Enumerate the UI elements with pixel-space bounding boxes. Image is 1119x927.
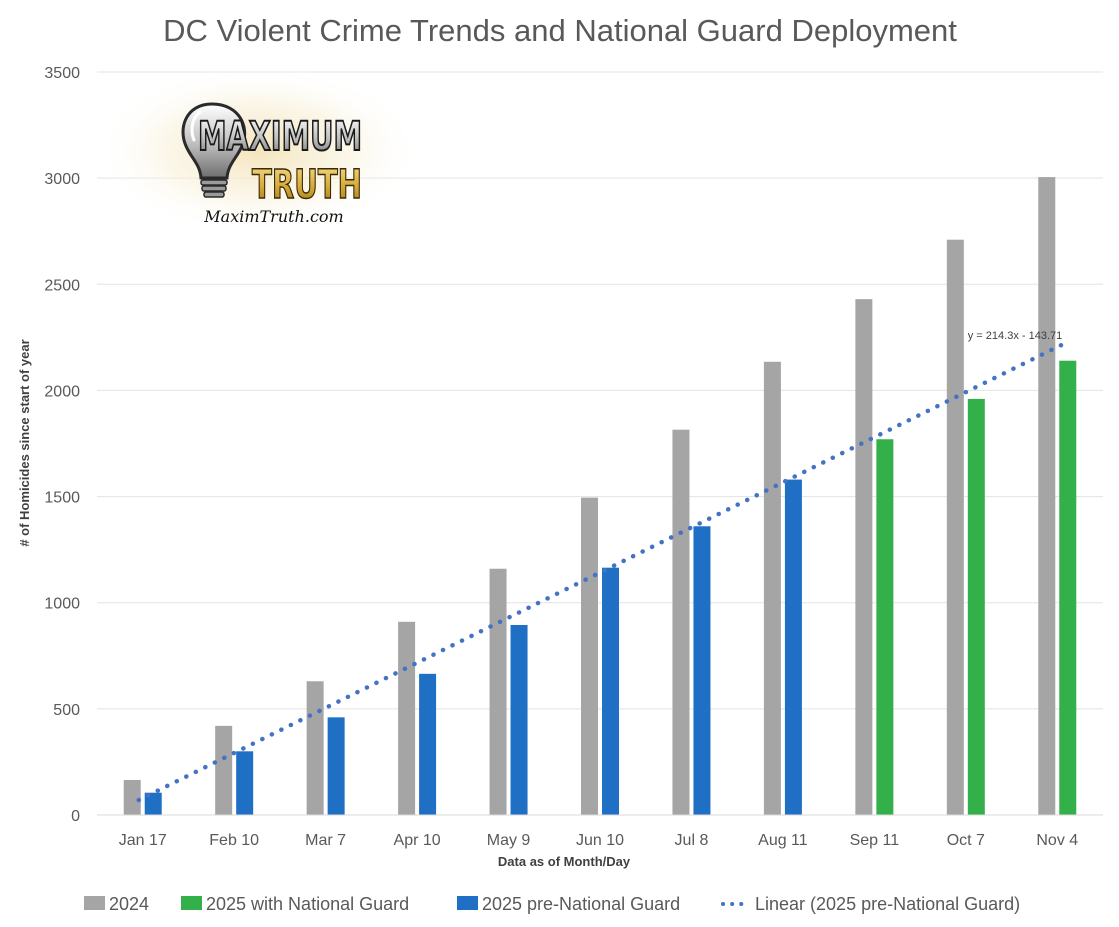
y-tick-label: 3000 xyxy=(44,171,80,188)
x-tick-label: Apr 10 xyxy=(394,832,441,849)
x-tick-label: Oct 7 xyxy=(947,832,985,849)
trendline-path xyxy=(136,342,1064,803)
bar-2024 xyxy=(763,361,781,815)
x-tick-label: Aug 11 xyxy=(758,832,808,849)
x-tick-label: Nov 4 xyxy=(1036,832,1078,849)
legend-item-2025-pre-guard: 2025 pre-National Guard xyxy=(457,894,680,914)
lightbulb-icon xyxy=(181,102,247,198)
legend-item-linear: Linear (2025 pre-National Guard) xyxy=(721,894,1020,914)
x-axis-ticks: Jan 17 Feb 10 Mar 7 Apr 10 May 9 Jun 10 Jul 8 A… xyxy=(119,832,1079,849)
bar-2024 xyxy=(672,429,690,815)
x-tick-label: Jun 10 xyxy=(576,832,624,849)
bar-2024 xyxy=(123,779,141,815)
y-tick-label: 1500 xyxy=(44,490,80,507)
legend-swatch-2025-with-guard xyxy=(181,896,202,910)
bar-2025-with-guard xyxy=(1059,360,1077,815)
x-tick-label: Feb 10 xyxy=(209,832,259,849)
logo-word-truth: TRUTH xyxy=(252,162,362,208)
legend-swatch-2025-pre-guard xyxy=(457,896,478,910)
y-tick-label: 0 xyxy=(71,808,80,825)
logo-url: MaximTruth.com xyxy=(203,207,343,226)
bar-2025-pre-guard xyxy=(693,526,711,815)
bar-2024 xyxy=(215,725,233,815)
y-tick-label: 1000 xyxy=(44,596,80,613)
x-tick-label: Mar 7 xyxy=(305,832,346,849)
y-tick-label: 3500 xyxy=(44,65,80,82)
legend-item-2024: 2024 xyxy=(84,894,149,914)
x-tick-label: Jan 17 xyxy=(119,832,167,849)
bar-2024 xyxy=(398,621,416,815)
bar-2024 xyxy=(489,568,507,815)
bar-2024 xyxy=(855,299,873,815)
bar-2024 xyxy=(581,497,598,815)
trendline-equation: y = 214.3x - 143.71 xyxy=(968,330,1062,342)
bar-2024 xyxy=(306,681,324,815)
trendline xyxy=(136,342,1064,803)
x-tick-label: May 9 xyxy=(487,832,531,849)
x-tick-label: Sep 11 xyxy=(850,832,900,849)
legend-label-2024: 2024 xyxy=(109,894,149,914)
y-tick-label: 500 xyxy=(53,702,80,719)
bar-2025-pre-guard xyxy=(419,673,437,815)
bars xyxy=(123,177,1077,816)
bar-2025-pre-guard xyxy=(510,625,528,815)
legend-swatch-2024 xyxy=(84,896,105,910)
legend: 2024 2025 with National Guard 2025 pre-N… xyxy=(84,894,1020,914)
bar-2024 xyxy=(1038,177,1056,815)
legend-label-2025-pre-guard: 2025 pre-National Guard xyxy=(482,894,680,914)
legend-item-2025-with-guard: 2025 with National Guard xyxy=(181,894,409,914)
logo-word-maximum: MAXIMUM xyxy=(198,114,362,160)
bar-2025-with-guard xyxy=(876,439,894,815)
y-tick-label: 2500 xyxy=(44,277,80,294)
bar-2025-with-guard xyxy=(967,398,985,815)
y-axis-ticks: 0 500 1000 1500 2000 2500 3000 3500 xyxy=(44,65,80,825)
chart-title: DC Violent Crime Trends and National Gua… xyxy=(163,13,957,48)
x-axis-title: Data as of Month/Day xyxy=(498,854,631,869)
legend-label-2025-with-guard: 2025 with National Guard xyxy=(206,894,409,914)
y-axis-title: # of Homicides since start of year xyxy=(17,339,32,546)
bar-2025-pre-guard xyxy=(327,717,345,815)
bar-2024 xyxy=(946,239,964,816)
bar-2025-pre-guard xyxy=(144,792,162,815)
x-tick-label: Jul 8 xyxy=(675,832,709,849)
bar-2025-pre-guard xyxy=(236,751,254,815)
y-tick-label: 2000 xyxy=(44,383,80,400)
logo-glow xyxy=(93,65,423,235)
legend-label-linear: Linear (2025 pre-National Guard) xyxy=(755,894,1020,914)
logo: MAXIMUM TRUTH MaximTruth.com xyxy=(93,65,423,235)
bar-2025-pre-guard xyxy=(784,479,802,815)
bar-2025-pre-guard xyxy=(602,567,619,815)
